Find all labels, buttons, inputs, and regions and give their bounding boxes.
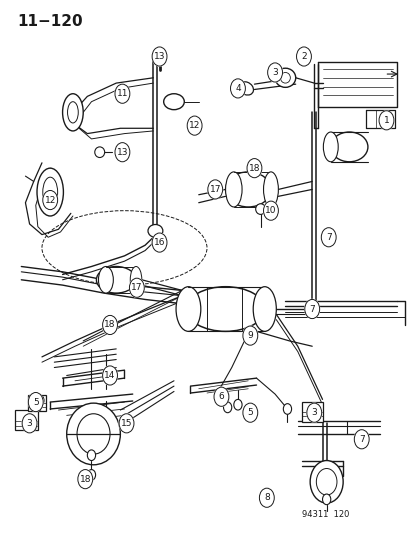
Ellipse shape <box>130 266 142 293</box>
Circle shape <box>242 403 257 422</box>
Ellipse shape <box>62 94 83 131</box>
Text: 8: 8 <box>263 493 269 502</box>
Text: 17: 17 <box>131 283 142 292</box>
Text: 7: 7 <box>325 233 331 242</box>
Text: 4: 4 <box>235 84 240 93</box>
Circle shape <box>102 316 117 335</box>
Text: 11: 11 <box>116 89 128 98</box>
Ellipse shape <box>223 402 231 413</box>
Ellipse shape <box>323 132 337 162</box>
Text: 11−120: 11−120 <box>17 14 83 29</box>
Ellipse shape <box>95 147 104 158</box>
Ellipse shape <box>176 287 200 332</box>
Text: 7: 7 <box>309 304 314 313</box>
Ellipse shape <box>96 266 136 293</box>
Text: 94311  120: 94311 120 <box>301 510 349 519</box>
Text: 17: 17 <box>209 185 221 194</box>
Text: 2: 2 <box>300 52 306 61</box>
Circle shape <box>230 79 245 98</box>
Text: 5: 5 <box>247 408 253 417</box>
Text: 12: 12 <box>45 196 56 205</box>
Ellipse shape <box>186 287 264 332</box>
Circle shape <box>304 300 319 319</box>
Ellipse shape <box>87 450 95 461</box>
Ellipse shape <box>77 414 110 454</box>
Circle shape <box>354 430 368 449</box>
Text: 13: 13 <box>116 148 128 157</box>
Text: 3: 3 <box>272 68 277 77</box>
Text: 15: 15 <box>121 419 132 428</box>
Circle shape <box>320 228 335 247</box>
Ellipse shape <box>147 224 162 237</box>
Text: 3: 3 <box>311 408 316 417</box>
Text: 12: 12 <box>188 121 200 130</box>
Text: 14: 14 <box>104 371 116 380</box>
Circle shape <box>187 116 202 135</box>
Ellipse shape <box>309 461 342 503</box>
Circle shape <box>152 47 166 66</box>
Ellipse shape <box>316 469 336 495</box>
Ellipse shape <box>163 94 184 110</box>
Ellipse shape <box>67 102 78 123</box>
Text: 1: 1 <box>383 116 388 125</box>
Bar <box>15 410 38 430</box>
Circle shape <box>43 190 57 209</box>
Circle shape <box>263 201 278 220</box>
Text: 9: 9 <box>247 331 253 340</box>
Ellipse shape <box>255 204 265 214</box>
Circle shape <box>378 111 393 130</box>
Text: 16: 16 <box>153 238 165 247</box>
Ellipse shape <box>282 403 291 414</box>
Circle shape <box>267 63 282 82</box>
Ellipse shape <box>233 399 242 410</box>
Circle shape <box>115 84 130 103</box>
Ellipse shape <box>225 172 270 207</box>
Circle shape <box>214 387 228 406</box>
Circle shape <box>152 233 166 252</box>
Circle shape <box>22 414 37 433</box>
Circle shape <box>296 47 311 66</box>
Ellipse shape <box>225 172 242 207</box>
Text: 7: 7 <box>358 435 364 444</box>
Circle shape <box>115 143 130 162</box>
Ellipse shape <box>274 68 295 87</box>
Circle shape <box>119 414 134 433</box>
Ellipse shape <box>98 266 113 293</box>
Circle shape <box>129 278 144 297</box>
Circle shape <box>207 180 222 199</box>
Ellipse shape <box>66 403 120 465</box>
Text: 5: 5 <box>33 398 38 407</box>
Circle shape <box>259 488 273 507</box>
Text: 18: 18 <box>248 164 260 173</box>
Circle shape <box>102 366 117 385</box>
Text: 13: 13 <box>153 52 165 61</box>
Circle shape <box>78 470 93 489</box>
Ellipse shape <box>263 172 278 207</box>
Text: 6: 6 <box>218 392 224 401</box>
Ellipse shape <box>253 287 275 332</box>
Text: 3: 3 <box>26 419 32 428</box>
Ellipse shape <box>330 132 367 162</box>
Circle shape <box>306 403 321 422</box>
Circle shape <box>247 159 261 177</box>
Ellipse shape <box>280 72 290 83</box>
Text: 18: 18 <box>104 320 116 329</box>
Ellipse shape <box>43 177 57 207</box>
Text: 18: 18 <box>79 475 91 483</box>
Ellipse shape <box>36 395 44 406</box>
Circle shape <box>242 326 257 345</box>
Circle shape <box>28 392 43 411</box>
Bar <box>301 401 323 422</box>
Text: 10: 10 <box>265 206 276 215</box>
Ellipse shape <box>87 470 95 480</box>
Ellipse shape <box>238 82 253 95</box>
Bar <box>27 395 46 411</box>
Ellipse shape <box>37 168 63 216</box>
Ellipse shape <box>322 494 330 505</box>
